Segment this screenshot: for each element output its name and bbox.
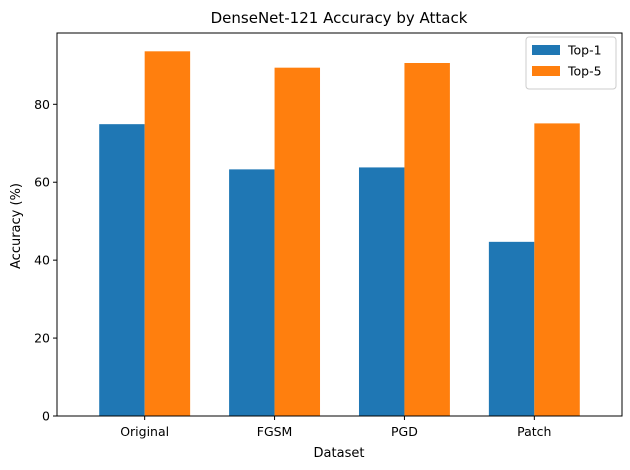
x-tick-label: FGSM: [257, 424, 293, 439]
bar-top-1-fgsm: [229, 169, 275, 416]
bar-top-5-pgd: [404, 63, 450, 417]
bar-top-5-patch: [534, 123, 580, 417]
legend-swatch: [532, 45, 560, 55]
y-tick-label: 40: [34, 253, 50, 268]
y-tick-label: 80: [34, 97, 50, 112]
legend-label: Top-1: [567, 43, 602, 58]
y-tick-label: 0: [42, 409, 50, 424]
y-tick-label: 60: [34, 175, 50, 190]
bar-top-5-fgsm: [274, 67, 321, 416]
plot-area-frame: [56, 32, 623, 417]
legend: Top-1 Top-5: [525, 36, 617, 90]
x-tick-label: PGD: [391, 424, 418, 439]
bar-top-1-original: [99, 124, 145, 416]
x-axis-label: Dataset: [314, 446, 365, 461]
legend-label: Top-5: [567, 64, 602, 79]
legend-swatch: [532, 66, 560, 76]
bar-top-1-patch: [488, 241, 535, 416]
bar-top-5-original: [144, 51, 191, 416]
y-axis-label: Accuracy (%): [9, 183, 24, 269]
chart-title: DenseNet-121 Accuracy by Attack: [211, 9, 468, 27]
y-axis: 0 20 40 60 80: [34, 97, 57, 424]
bars-group: [99, 51, 580, 417]
y-tick-label: 20: [34, 331, 50, 346]
bar-top-1-pgd: [358, 167, 405, 416]
x-axis: Original FGSM PGD Patch: [120, 416, 551, 439]
x-tick-label: Patch: [517, 424, 551, 439]
x-tick-label: Original: [120, 424, 169, 439]
